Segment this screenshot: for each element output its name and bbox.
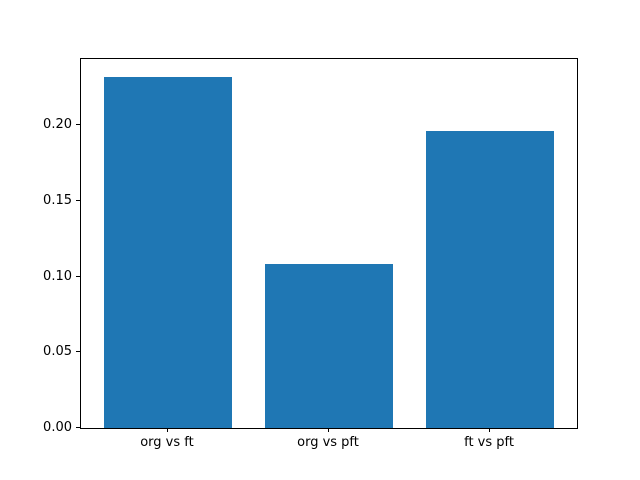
plot-area	[80, 58, 578, 429]
y-tick-label-0.10: 0.10	[43, 268, 72, 284]
y-tick-mark	[76, 351, 80, 353]
y-tick-label-0.05: 0.05	[43, 344, 72, 360]
y-tick-mark	[76, 124, 80, 126]
y-tick-mark	[76, 427, 80, 428]
y-tick-mark	[76, 199, 80, 201]
x-tick-mark	[328, 428, 329, 432]
bar-org-vs-pft	[264, 264, 394, 428]
x-tick-label-ft-vs-pft: ft vs pft	[464, 435, 514, 450]
bar-org-vs-ft	[103, 76, 233, 428]
bar-ft-vs-pft	[425, 131, 555, 428]
x-tick-mark	[489, 428, 491, 432]
y-tick-label-0.15: 0.15	[43, 192, 72, 208]
x-tick-label-org-vs-pft: org vs pft	[297, 435, 359, 450]
y-tick-label-0.20: 0.20	[43, 117, 72, 133]
x-tick-label-org-vs-ft: org vs ft	[140, 435, 194, 450]
y-tick-label-0.00: 0.00	[43, 420, 72, 435]
x-tick-mark	[166, 428, 168, 432]
y-tick-mark	[76, 275, 80, 277]
